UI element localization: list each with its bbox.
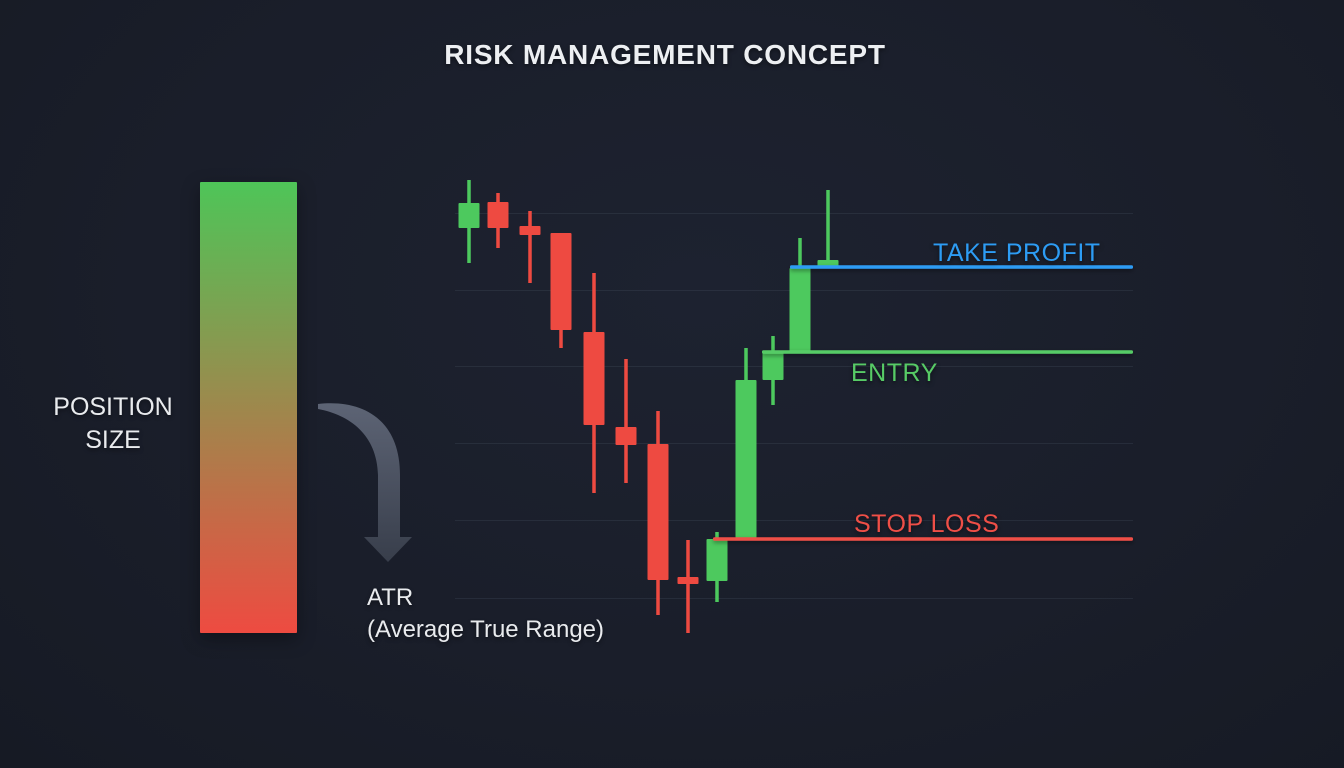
candle-body bbox=[519, 226, 541, 235]
curved-down-arrow-icon bbox=[318, 403, 412, 562]
candle-wick bbox=[826, 190, 830, 268]
position-size-label-line1: POSITION bbox=[53, 393, 173, 421]
candle-body bbox=[677, 577, 699, 584]
gridline bbox=[455, 443, 1133, 444]
stop-loss-line bbox=[713, 537, 1133, 541]
position-size-label: POSITION SIZE bbox=[38, 391, 188, 457]
stop-loss-label: STOP LOSS bbox=[854, 510, 1000, 538]
candle-body bbox=[735, 380, 757, 538]
position-size-label-line2: SIZE bbox=[85, 426, 141, 454]
candles bbox=[458, 180, 839, 633]
atr-label-line1: ATR bbox=[367, 584, 414, 611]
level-lines bbox=[713, 265, 1133, 541]
gridline bbox=[455, 213, 1133, 214]
candle-body bbox=[458, 203, 480, 228]
page-title: RISK MANAGEMENT CONCEPT bbox=[444, 39, 886, 70]
candle-body bbox=[615, 427, 637, 445]
gridline bbox=[455, 366, 1133, 367]
gridline bbox=[455, 598, 1133, 599]
candle-body bbox=[789, 268, 811, 352]
candle-body bbox=[487, 202, 509, 228]
candle-wick bbox=[686, 540, 690, 633]
candle-body bbox=[550, 233, 572, 330]
candle-wick bbox=[528, 211, 532, 283]
gridline bbox=[455, 520, 1133, 521]
candle-wick bbox=[624, 359, 628, 483]
candle-body bbox=[706, 539, 728, 581]
candle-body bbox=[762, 352, 784, 380]
take-profit-line bbox=[790, 265, 1133, 269]
position-size-gradient-bar bbox=[200, 182, 297, 633]
entry-line bbox=[762, 350, 1133, 354]
candle-body bbox=[647, 444, 669, 580]
entry-label: ENTRY bbox=[851, 359, 938, 387]
atr-label: ATR (Average True Range) bbox=[367, 582, 604, 646]
atr-label-line2: (Average True Range) bbox=[367, 616, 605, 643]
candle-body bbox=[583, 332, 605, 425]
take-profit-label: TAKE PROFIT bbox=[933, 239, 1101, 267]
